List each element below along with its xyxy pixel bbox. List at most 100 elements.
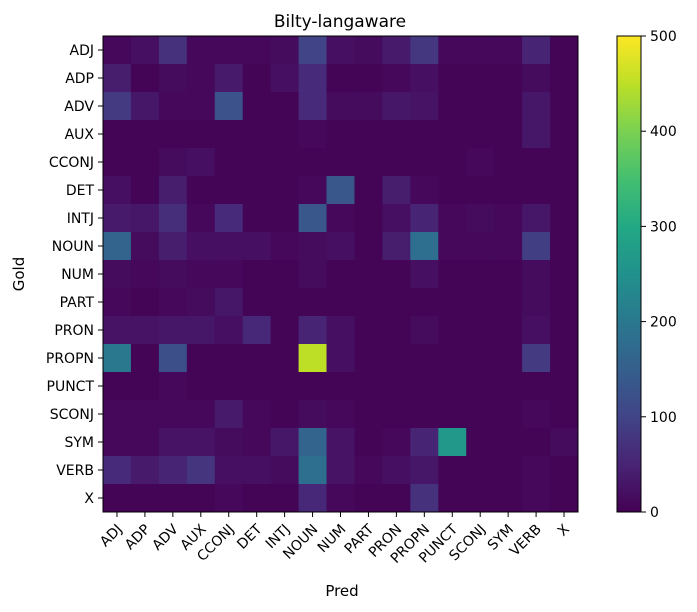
heatmap-cell	[270, 316, 300, 345]
heatmap-cell	[186, 288, 216, 317]
heatmap-cell	[410, 204, 439, 233]
heatmap-cells	[103, 36, 579, 513]
heatmap-cell	[438, 484, 467, 513]
heatmap-cell	[354, 484, 383, 513]
heatmap-cell	[270, 344, 300, 373]
y-tick-label: NUM	[61, 267, 94, 283]
heatmap-cell	[298, 92, 328, 121]
heatmap-cell	[214, 92, 244, 121]
heatmap-cell	[466, 64, 495, 93]
chart-title: Bilty-langaware	[274, 12, 406, 32]
colorbar-tick-label: 400	[650, 124, 677, 140]
y-tick-label: PRON	[54, 323, 94, 339]
colorbar: 0 100 200 300 400 500	[616, 29, 677, 521]
heatmap-cell	[494, 36, 523, 65]
heatmap-cell	[522, 176, 551, 205]
y-tick-label: AUX	[65, 127, 95, 143]
heatmap-cell	[466, 176, 495, 205]
heatmap-cell	[326, 316, 355, 345]
heatmap-cell	[550, 204, 579, 233]
heatmap-cell	[410, 372, 439, 401]
heatmap-cell	[298, 344, 328, 373]
heatmap-cell	[354, 428, 383, 457]
heatmap-cell	[214, 120, 244, 149]
heatmap-cell	[186, 428, 216, 457]
heatmap-cell	[438, 260, 467, 289]
heatmap-cell	[326, 120, 355, 149]
heatmap-cell	[186, 92, 216, 121]
x-tick-label: ADP	[122, 522, 154, 554]
heatmap-cell	[186, 484, 216, 513]
heatmap-cell	[103, 204, 132, 233]
heatmap-cell	[186, 400, 216, 429]
colorbar-tick-label: 500	[650, 29, 677, 45]
heatmap-cell	[130, 260, 160, 289]
y-tick-label: SYM	[64, 435, 94, 451]
heatmap-cell	[410, 260, 439, 289]
heatmap-cell	[242, 400, 272, 429]
heatmap-cell	[354, 204, 383, 233]
heatmap-cell	[130, 148, 160, 177]
heatmap-cell	[270, 372, 300, 401]
heatmap-cell	[438, 428, 467, 457]
heatmap-cell	[270, 36, 300, 65]
heatmap-cell	[354, 232, 383, 261]
heatmap-cell	[466, 204, 495, 233]
heatmap-cell	[214, 428, 244, 457]
heatmap-cell	[494, 176, 523, 205]
heatmap-cell	[466, 316, 495, 345]
heatmap-cell	[130, 400, 160, 429]
heatmap-cell	[354, 148, 383, 177]
heatmap-cell	[270, 260, 300, 289]
heatmap-cell	[214, 400, 244, 429]
heatmap-cell	[130, 176, 160, 205]
heatmap-cell	[326, 372, 355, 401]
heatmap-cell	[270, 120, 300, 149]
colorbar-tick-label: 300	[650, 219, 677, 235]
heatmap-cell	[130, 344, 160, 373]
heatmap-cell	[466, 92, 495, 121]
heatmap-cell	[522, 64, 551, 93]
heatmap-cell	[298, 36, 328, 65]
heatmap-cell	[326, 92, 355, 121]
heatmap-cell	[550, 484, 579, 513]
heatmap-cell	[550, 36, 579, 65]
heatmap-cell	[466, 36, 495, 65]
heatmap-cell	[242, 64, 272, 93]
heatmap-cell	[270, 92, 300, 121]
heatmap-cell	[438, 372, 467, 401]
heatmap-cell	[438, 64, 467, 93]
heatmap-cell	[354, 372, 383, 401]
heatmap-cell	[103, 92, 132, 121]
heatmap-cell	[298, 400, 328, 429]
heatmap-cell	[410, 428, 439, 457]
heatmap-cell	[270, 288, 300, 317]
y-axis-label: Gold	[10, 257, 28, 292]
heatmap-cell	[494, 148, 523, 177]
heatmap-cell	[158, 288, 188, 317]
heatmap-cell	[158, 428, 188, 457]
heatmap-cell	[242, 120, 272, 149]
heatmap-cell	[438, 36, 467, 65]
heatmap-cell	[382, 484, 411, 513]
heatmap-cell	[214, 484, 244, 513]
heatmap-cell	[466, 120, 495, 149]
heatmap-cell	[298, 428, 328, 457]
heatmap-cell	[326, 428, 355, 457]
heatmap-cell	[494, 120, 523, 149]
heatmap-cell	[466, 344, 495, 373]
x-tick-label: NUM	[315, 522, 350, 557]
heatmap-cell	[410, 316, 439, 345]
heatmap-cell	[550, 260, 579, 289]
y-tick-label: PUNCT	[47, 379, 95, 395]
heatmap-cell	[103, 288, 132, 317]
heatmap-cell	[158, 344, 188, 373]
heatmap-cell	[410, 484, 439, 513]
colorbar-tick-label: 0	[650, 505, 659, 521]
heatmap-cell	[214, 148, 244, 177]
heatmap-cell	[214, 36, 244, 65]
heatmap-cell	[158, 120, 188, 149]
heatmap-cell	[298, 484, 328, 513]
heatmap-cell	[326, 456, 355, 485]
heatmap-cell	[242, 204, 272, 233]
